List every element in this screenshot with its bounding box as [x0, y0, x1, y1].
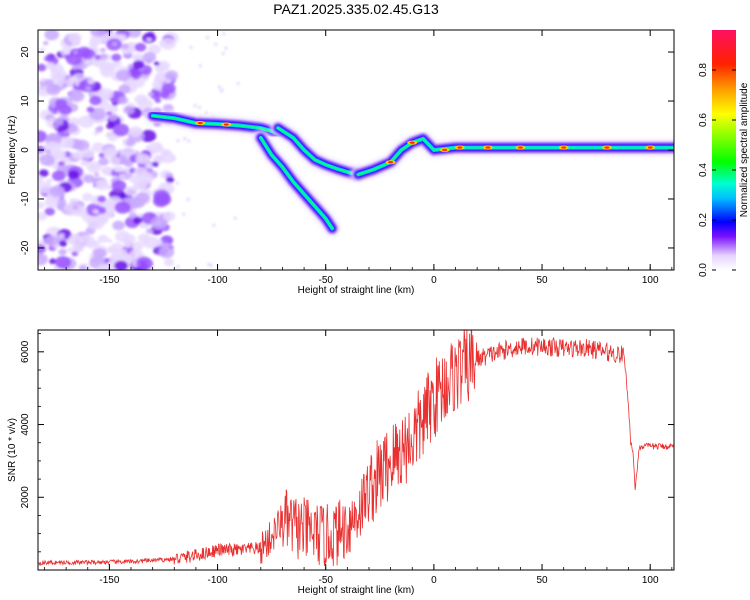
- spectral-ridges: [144, 107, 674, 237]
- ridge-hotspot-core: [223, 123, 229, 126]
- ridge-hotspot-core: [561, 146, 567, 149]
- spectrogram-ylabel: Frequency (Hz): [7, 116, 18, 185]
- spectral-ridge: [259, 136, 334, 230]
- spectrogram-ytick-label: 0: [20, 147, 31, 153]
- ridge-hotspot-core: [485, 146, 491, 149]
- snr-xtick-label: 50: [536, 575, 548, 586]
- ridge-hotspot-core: [197, 121, 203, 125]
- spectrogram-xtick-label: 50: [536, 275, 548, 286]
- snr-ylabel: SNR (10 * v/v): [7, 418, 18, 482]
- snr-ytick-label: 4000: [20, 413, 31, 436]
- spectrogram-xtick-label: -150: [99, 275, 119, 286]
- snr-xtick-label: 0: [431, 575, 437, 586]
- snr-xtick-label: -150: [99, 575, 119, 586]
- spectrogram-xtick-label: -100: [208, 275, 228, 286]
- spectrogram-ytick-label: -20: [20, 240, 31, 255]
- ridge-hotspot-core: [388, 161, 394, 164]
- figure-title: PAZ1.2025.335.02.45.G13: [273, 1, 439, 17]
- spectrogram-xlabel: Height of straight line (km): [298, 285, 415, 296]
- ridge-hotspot-core: [647, 146, 653, 149]
- ridge-hotspot-core: [457, 146, 463, 149]
- spectrogram-xtick-label: 100: [642, 275, 659, 286]
- snr-ytick-label: 6000: [20, 340, 31, 363]
- spectrogram-ytick-label: -10: [20, 191, 31, 206]
- snr-xlabel: Height of straight line (km): [298, 585, 415, 596]
- snr-xtick-label: -100: [208, 575, 228, 586]
- ridge-hotspot-core: [604, 146, 610, 149]
- snr-xtick-label: -50: [318, 575, 333, 586]
- colorbar-ticks: 0.0 0.2 0.4 0.6 0.8: [698, 63, 736, 277]
- snr-ytick-label: 2000: [20, 486, 31, 509]
- colorbar-label: Normalized spectral amplitude: [739, 82, 750, 217]
- snr-ticks: -150 -100 -50 0 50 100 2000 4000 6000: [20, 330, 674, 586]
- colorbar-gradient: [712, 30, 736, 270]
- spectrogram-ytick-label: 10: [20, 95, 31, 107]
- ridge-hotspot-core: [442, 148, 448, 152]
- colorbar-tick-label: 0.2: [698, 213, 709, 227]
- snr-frame: [37, 329, 675, 571]
- snr-xtick-label: 100: [642, 575, 659, 586]
- ridge-hotspot-core: [409, 141, 415, 144]
- spectrogram-ytick-label: 20: [20, 46, 31, 58]
- spectrogram-xtick-label: -50: [318, 275, 333, 286]
- snr-series-line: [38, 330, 674, 567]
- spectral-ridge: [277, 127, 360, 176]
- spectrogram-xtick-label: 0: [431, 275, 437, 286]
- spectral-ridge: [151, 114, 280, 134]
- colorbar: 0.0 0.2 0.4 0.6 0.8 Normalized spectral ampl…: [698, 30, 750, 277]
- colorbar-tick-label: 0.0: [698, 263, 709, 277]
- noise-blobs: [38, 30, 240, 270]
- colorbar-tick-label: 0.4: [698, 163, 709, 177]
- snr-panel: -150 -100 -50 0 50 100 2000 4000 6000 Height of …: [7, 329, 675, 596]
- ridge-hotspot-core: [517, 146, 523, 149]
- colorbar-tick-label: 0.8: [698, 63, 709, 77]
- colorbar-tick-label: 0.6: [698, 113, 709, 127]
